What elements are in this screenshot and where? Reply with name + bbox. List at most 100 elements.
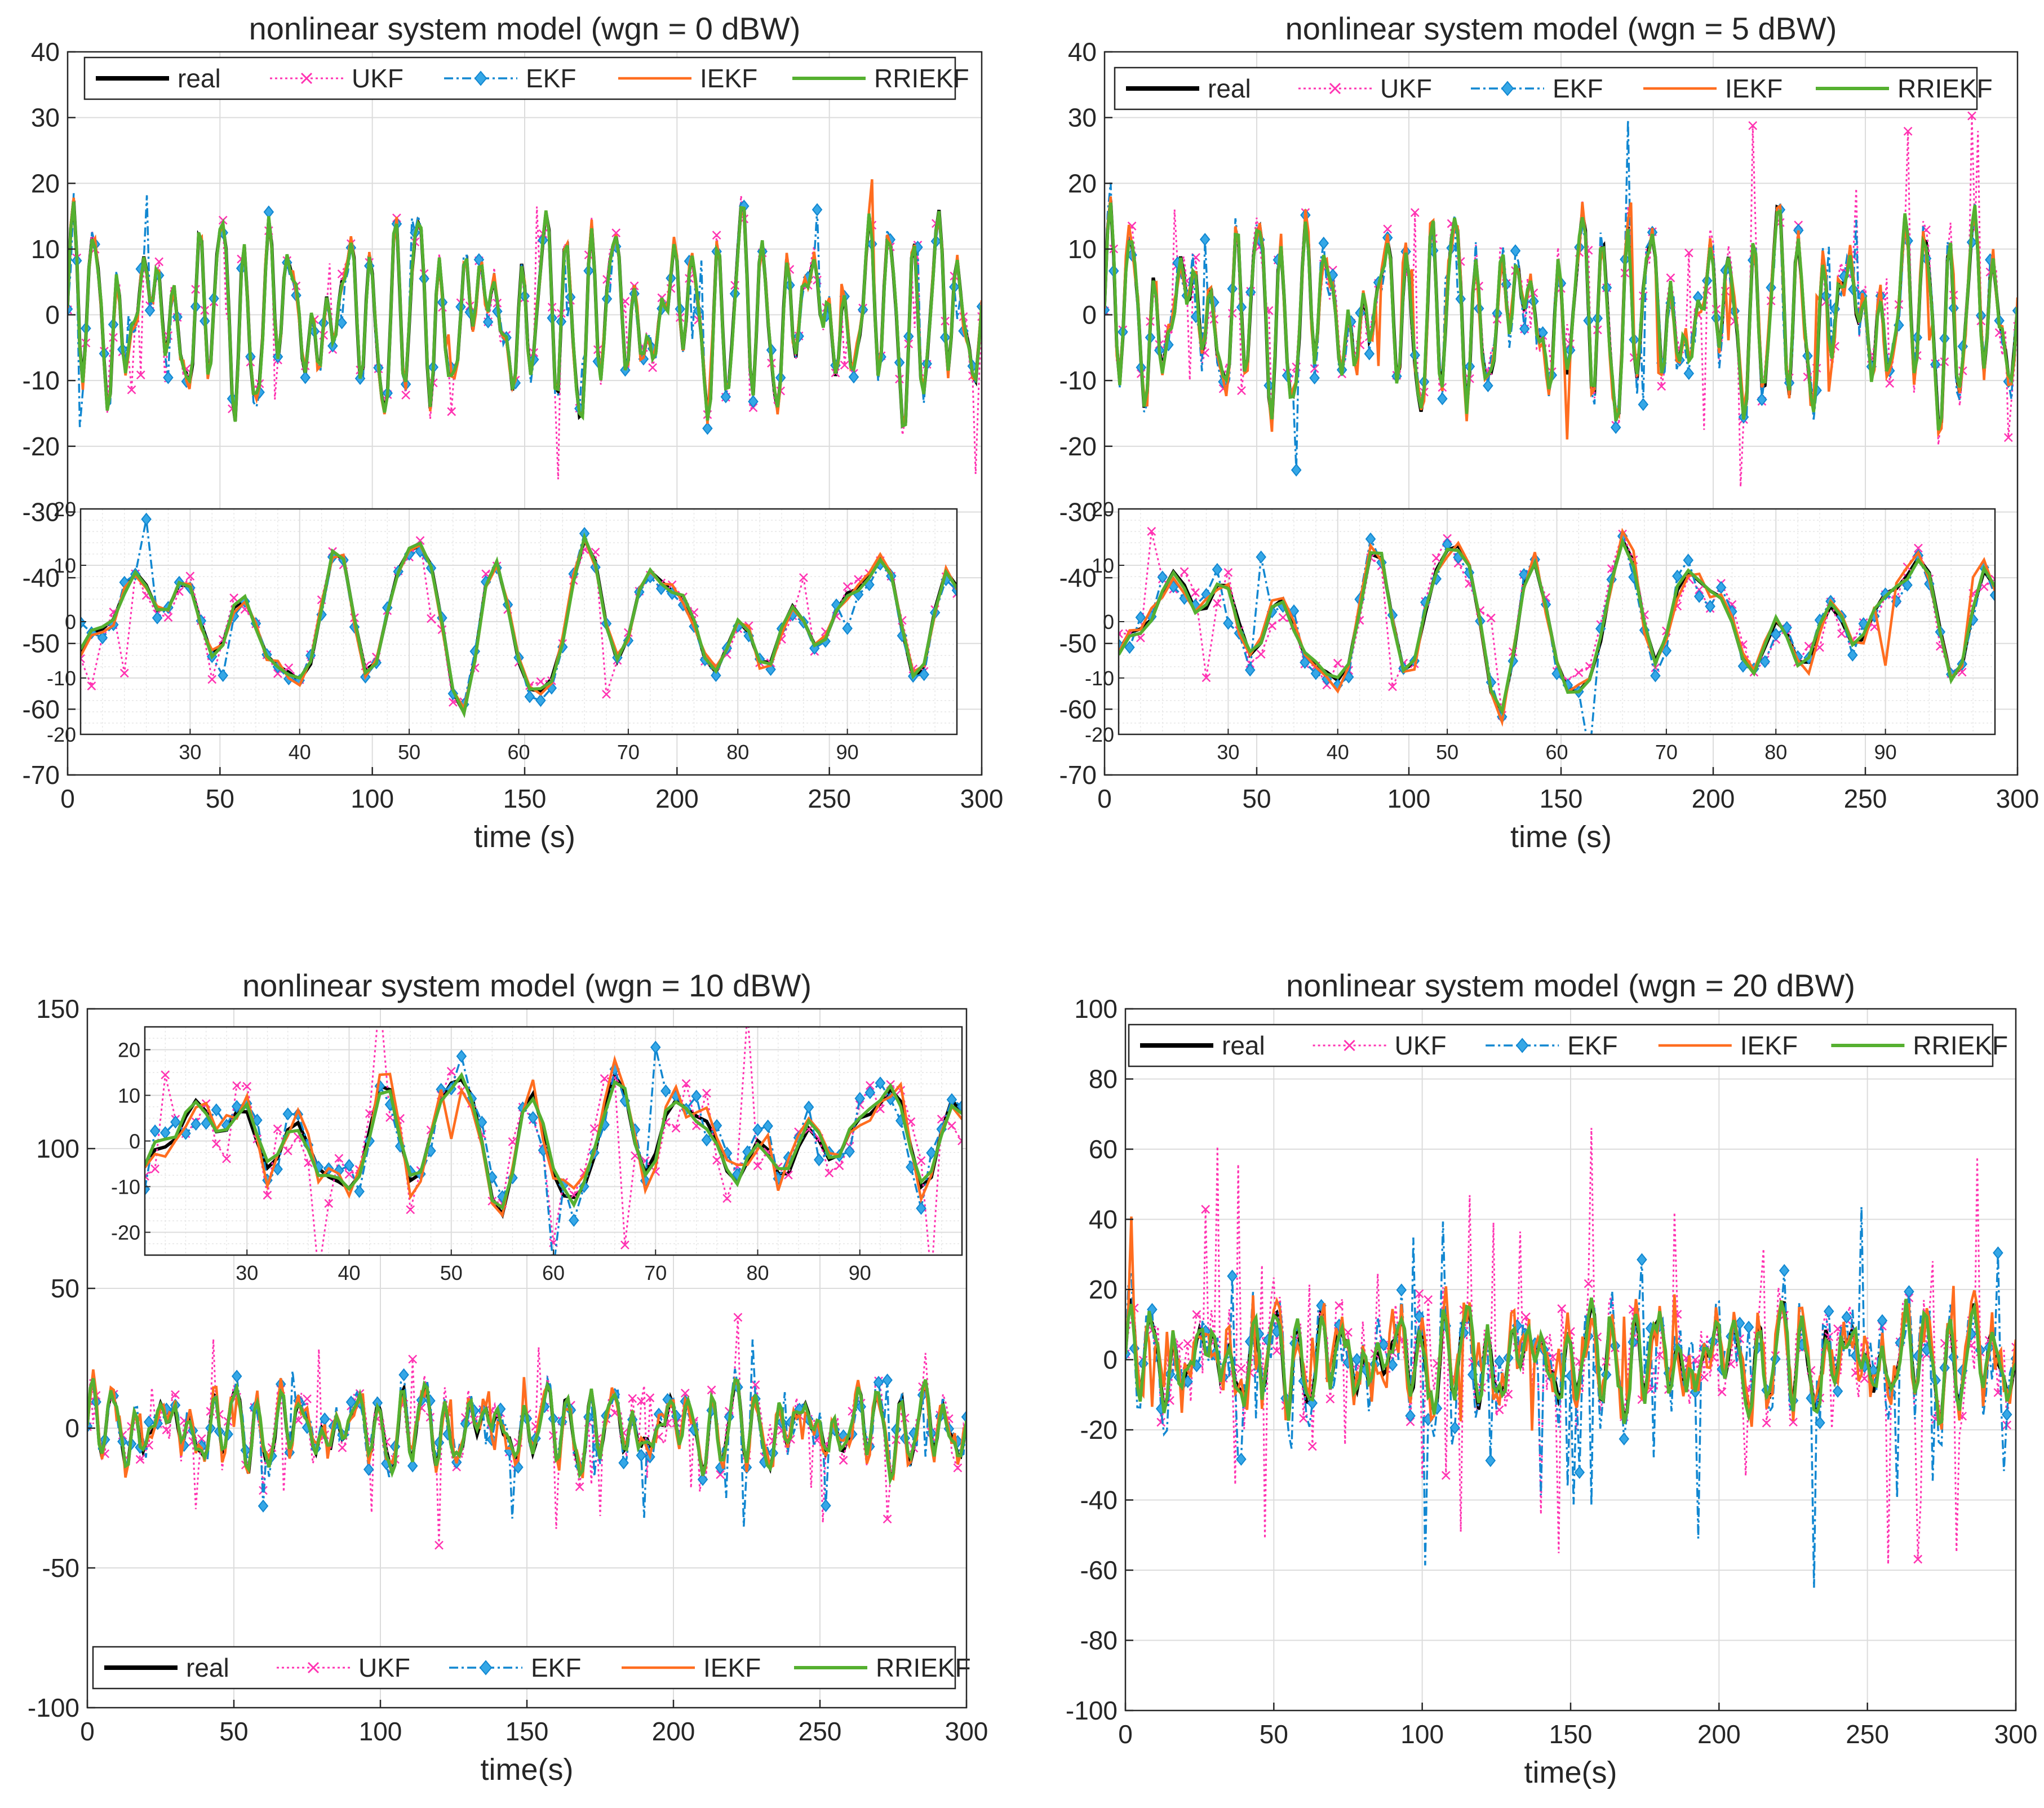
chart3-x-tick-label: 200 xyxy=(652,1717,695,1746)
chart3-x-tick-label: 0 xyxy=(80,1717,95,1746)
chart2-inset-x-tick-label: 40 xyxy=(1327,741,1349,764)
chart3-inset: 30 40 50 60 70 80 90 -20 -10 0 10 20 xyxy=(111,1026,963,1284)
chart2-legend-label-ukf: UKF xyxy=(1380,74,1432,103)
chart2-x-axis-label: time (s) xyxy=(1510,820,1612,854)
chart4-x-tick-label: 300 xyxy=(1994,1720,2038,1749)
chart3-inset-y-tick-label: 20 xyxy=(118,1039,140,1062)
chart3-y-tick-label: 150 xyxy=(36,994,79,1023)
chart1-y-tick-label: -20 xyxy=(23,432,60,461)
chart1-y-tick-label: -30 xyxy=(23,497,60,526)
chart4-y-tick-label: -20 xyxy=(1080,1415,1118,1444)
chart3-x-tick-label: 100 xyxy=(359,1717,402,1746)
chart4-y-tick-label: -100 xyxy=(1066,1696,1118,1725)
chart4-legend-label-ukf: UKF xyxy=(1395,1031,1447,1060)
chart3-x-tick-label: 50 xyxy=(219,1717,248,1746)
chart3-inset-x-tick-label: 40 xyxy=(338,1261,360,1284)
chart2-inset-x-tick-label: 50 xyxy=(1436,741,1458,764)
chart3-x-tick-label: 150 xyxy=(506,1717,549,1746)
chart1-y-tick-label: 40 xyxy=(31,37,60,67)
chart2-y-tick-label: -70 xyxy=(1059,760,1097,790)
chart2-y-tick-label: -30 xyxy=(1059,497,1097,526)
chart1-inset-y-tick-label: 10 xyxy=(54,554,76,577)
chart3-inset-minor-grid xyxy=(144,1026,963,1256)
chart3-y-tick-label: 50 xyxy=(51,1274,79,1303)
chart3-legend-label-ukf: UKF xyxy=(358,1653,410,1682)
chart1-legend: real UKF EKF IEKF RRIEKF xyxy=(83,56,969,100)
chart4-y-tick-label: 60 xyxy=(1089,1135,1118,1164)
chart4-legend: real UKF EKF IEKF RRIEKF xyxy=(1128,1023,2008,1067)
chart2-y-tick-label: 30 xyxy=(1068,103,1097,132)
chart1-y-tick-label: -60 xyxy=(23,694,60,724)
chart1-y-tick-label: 20 xyxy=(31,169,60,198)
chart4-x-tick-label: 250 xyxy=(1846,1720,1889,1749)
chart2-inset-y-tick-label: -20 xyxy=(1085,723,1114,746)
chart1-title: nonlinear system model (wgn = 0 dBW) xyxy=(249,11,801,46)
chart1-x-tick-label: 150 xyxy=(503,784,547,813)
chart3-legend-label-iekf: IEKF xyxy=(703,1653,761,1682)
chart1-legend-label-rriekf: RRIEKF xyxy=(874,64,969,93)
chart4-legend-label-real: real xyxy=(1222,1031,1265,1060)
chart1-x-tick-label: 50 xyxy=(206,784,234,813)
chart3-inset-y-tick-label: -20 xyxy=(111,1221,140,1244)
chart4-legend-label-rriekf: RRIEKF xyxy=(1913,1031,2008,1060)
chart2-inset-x-tick-label: 60 xyxy=(1545,741,1568,764)
chart3-series-rriekf xyxy=(87,1377,966,1486)
chart2-x-tick-label: 100 xyxy=(1387,784,1431,813)
chart2-inset: 30 40 50 60 70 80 90 -20 -10 0 10 20 xyxy=(1085,498,1996,764)
chart4-legend-label-ekf: EKF xyxy=(1567,1031,1617,1060)
chart1-legend-label-iekf: IEKF xyxy=(700,64,757,93)
chart1-y-tick-label: -10 xyxy=(23,366,60,395)
chart3-y-tick-label: -50 xyxy=(42,1553,79,1583)
chart3-legend-marker-ukf xyxy=(307,1661,320,1674)
chart3-inset-x-tick-label: 70 xyxy=(644,1261,667,1284)
chart2-inset-x-tick-label: 90 xyxy=(1874,741,1897,764)
chart2-y-tick-label: -20 xyxy=(1059,432,1097,461)
chart1-inset-x-tick-label: 30 xyxy=(179,741,201,764)
chart4-x-tick-label: 200 xyxy=(1697,1720,1741,1749)
chart3-legend-label-rriekf: RRIEKF xyxy=(876,1653,971,1682)
chart2-legend: real UKF EKF IEKF RRIEKF xyxy=(1114,67,1993,110)
chart4-x-tick-label: 50 xyxy=(1260,1720,1288,1749)
chart2-inset-x-tick-label: 30 xyxy=(1217,741,1239,764)
chart2-x-tick-label: 300 xyxy=(1996,784,2039,813)
chart2-y-tick-label: 0 xyxy=(1082,300,1097,330)
chart1-y-tick-label: -70 xyxy=(23,760,60,790)
chart3-legend-label-ekf: EKF xyxy=(531,1653,581,1682)
chart2-y-tick-label: 40 xyxy=(1068,37,1097,67)
chart2-inset-series-rriekf xyxy=(1119,537,1995,716)
chart3-title: nonlinear system model (wgn = 10 dBW) xyxy=(242,968,812,1003)
chart4-series-ukf xyxy=(1125,1128,2016,1565)
chart3-inset-y-tick-label: 10 xyxy=(118,1084,140,1107)
chart3-x-tick-label: 300 xyxy=(945,1717,988,1746)
chart1-inset-x-tick-label: 40 xyxy=(289,741,311,764)
chart2-legend-label-iekf: IEKF xyxy=(1725,74,1783,103)
chart4-y-tick-label: -40 xyxy=(1080,1486,1118,1515)
chart2-y-tick-label: -10 xyxy=(1059,366,1097,395)
chart2-y-tick-label: 20 xyxy=(1068,169,1097,198)
chart2-legend-label-ekf: EKF xyxy=(1553,74,1603,103)
chart3-x-tick-label: 250 xyxy=(799,1717,842,1746)
chart2-legend-marker-ekf xyxy=(1501,81,1514,96)
chart1-inset-x-tick-label: 50 xyxy=(398,741,420,764)
chart-4: 0 50 100 150 200 250 300 -100 -80 -60 -40 -20 0 20 40 6… xyxy=(1066,968,2037,1789)
chart2-x-tick-label: 0 xyxy=(1097,784,1112,813)
chart1-y-tick-label: -40 xyxy=(23,563,60,592)
chart2-x-tick-label: 200 xyxy=(1692,784,1735,813)
chart4-legend-marker-ukf xyxy=(1344,1039,1355,1052)
chart2-y-tick-label: -40 xyxy=(1059,563,1097,592)
chart-1: 0 50 100 150 200 250 300-70-60-50-40-30-20-100… xyxy=(23,11,1004,854)
chart2-inset-x-tick-label: 80 xyxy=(1764,741,1787,764)
chart3-legend-marker-ekf xyxy=(479,1660,493,1676)
chart2-x-tick-label: 150 xyxy=(1540,784,1583,813)
chart1-inset-y-tick-label: 20 xyxy=(54,498,76,521)
chart1-y-tick-label: 0 xyxy=(45,300,60,330)
chart2-legend-marker-ukf xyxy=(1329,82,1341,95)
chart3-inset-grid xyxy=(145,1027,962,1255)
chart1-inset-y-tick-label: 0 xyxy=(65,610,76,633)
chart4-legend-marker-ekf xyxy=(1515,1038,1529,1053)
chart4-y-tick-label: -60 xyxy=(1080,1556,1118,1585)
chart3-inset-x-tick-label: 60 xyxy=(542,1261,565,1284)
chart2-inset-y-tick-label: 10 xyxy=(1092,554,1114,577)
chart1-legend-marker-ekf xyxy=(474,70,487,86)
chart1-y-tick-label: 10 xyxy=(31,234,60,264)
